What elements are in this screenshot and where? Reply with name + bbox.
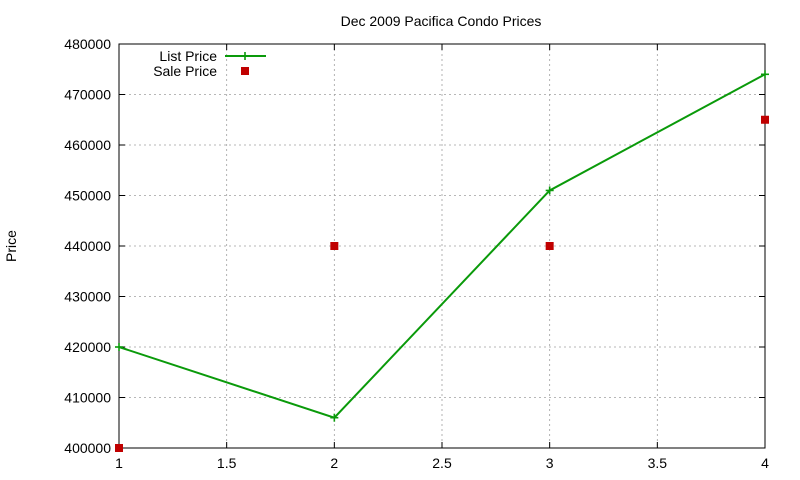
x-tick-label: 2.5 (432, 455, 452, 471)
grid (119, 44, 765, 448)
y-tick-label: 480000 (64, 36, 111, 52)
y-tick-label: 450000 (64, 188, 111, 204)
sale-price-point (330, 242, 339, 250)
list-price-point (115, 343, 123, 351)
series-list-price (115, 70, 769, 422)
x-tick-label: 1.5 (217, 455, 237, 471)
legend-square-swatch (241, 67, 249, 75)
y-tick-label: 410000 (64, 390, 111, 406)
legend-label: List Price (159, 48, 217, 64)
x-tick-label: 4 (761, 455, 769, 471)
y-tick-label: 400000 (64, 440, 111, 456)
list-price-point (761, 70, 769, 79)
list-price-point (330, 413, 339, 422)
sale-price-point (115, 444, 123, 452)
chart-title: Dec 2009 Pacifica Condo Prices (341, 13, 542, 29)
list-price-line (118, 73, 766, 419)
y-tick-label: 470000 (64, 87, 111, 103)
y-tick-label: 420000 (64, 339, 111, 355)
sale-price-point (761, 115, 769, 124)
sale-price-point (545, 242, 554, 250)
y-tick-label: 440000 (64, 238, 111, 254)
series (115, 70, 769, 452)
legend-cross-swatch (241, 52, 249, 60)
x-tick-label: 1 (115, 455, 123, 471)
legend-label: Sale Price (153, 63, 217, 79)
x-tick-label: 2 (330, 455, 338, 471)
y-tick-label: 460000 (64, 137, 111, 153)
x-tick-label: 3 (546, 455, 554, 471)
axis-ticks: 1 1.5 2 2.5 3 3.5 4 400000 410000 420000 430000 440… (64, 36, 769, 471)
y-axis-label: Price (3, 230, 19, 262)
y-tick-label: 430000 (64, 289, 111, 305)
x-tick-label: 3.5 (648, 455, 668, 471)
series-sale-price (115, 115, 769, 452)
list-price-point (545, 186, 554, 195)
